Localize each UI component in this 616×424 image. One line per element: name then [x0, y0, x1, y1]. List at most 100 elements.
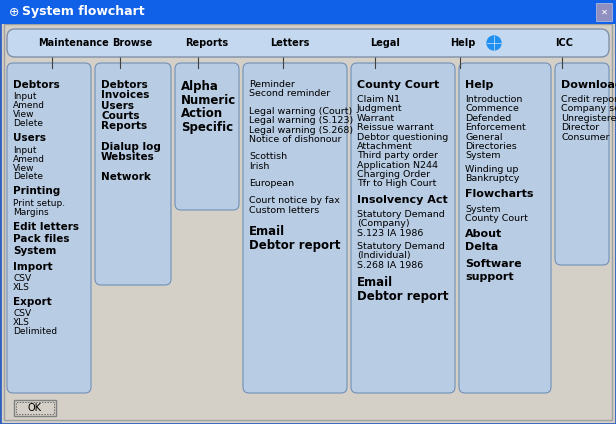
- Text: Scottish: Scottish: [249, 152, 287, 161]
- Text: Third party order: Third party order: [357, 151, 438, 160]
- Text: System flowchart: System flowchart: [22, 6, 145, 19]
- Text: Legal warning (S.123): Legal warning (S.123): [249, 116, 353, 125]
- Text: Legal: Legal: [370, 38, 400, 48]
- Text: Company search: Company search: [561, 104, 616, 114]
- Text: Email: Email: [249, 225, 285, 238]
- Text: Enforcement: Enforcement: [465, 123, 525, 132]
- Text: About: About: [465, 229, 502, 239]
- Text: (Individual): (Individual): [357, 251, 411, 260]
- Text: Commence: Commence: [465, 104, 519, 114]
- Text: Help: Help: [450, 38, 476, 48]
- Text: Second reminder: Second reminder: [249, 89, 330, 98]
- FancyBboxPatch shape: [351, 63, 455, 393]
- Text: (Company): (Company): [357, 219, 410, 228]
- Text: ICC: ICC: [555, 38, 573, 48]
- Text: Court notice by fax: Court notice by fax: [249, 196, 340, 206]
- Text: Credit report: Credit report: [561, 95, 616, 104]
- Text: Websites: Websites: [101, 152, 155, 162]
- Text: Unregistered: Unregistered: [561, 114, 616, 123]
- Text: Tfr to High Court: Tfr to High Court: [357, 179, 436, 189]
- Text: Flowcharts: Flowcharts: [465, 190, 533, 200]
- Text: Defended: Defended: [465, 114, 511, 123]
- Text: System: System: [13, 246, 57, 257]
- FancyBboxPatch shape: [7, 29, 609, 57]
- Text: S.268 IA 1986: S.268 IA 1986: [357, 261, 423, 270]
- Bar: [16, 402, 54, 414]
- Text: Winding up: Winding up: [465, 165, 519, 174]
- Text: Users: Users: [101, 101, 134, 111]
- Text: Amend: Amend: [13, 101, 45, 110]
- Text: Warrant: Warrant: [357, 114, 395, 123]
- Circle shape: [487, 36, 501, 50]
- Text: Courts: Courts: [101, 111, 139, 121]
- FancyBboxPatch shape: [243, 63, 347, 393]
- Text: General: General: [465, 133, 503, 142]
- Text: Delete: Delete: [13, 119, 43, 128]
- Text: Maintenance: Maintenance: [38, 38, 109, 48]
- Text: Reissue warrant: Reissue warrant: [357, 123, 434, 132]
- Text: Irish: Irish: [249, 162, 269, 171]
- Text: Import: Import: [13, 262, 52, 272]
- Text: Margins: Margins: [13, 208, 49, 217]
- Text: OK: OK: [28, 403, 42, 413]
- Text: System: System: [465, 204, 500, 214]
- Text: Amend: Amend: [13, 155, 45, 164]
- Text: support: support: [465, 273, 514, 282]
- Text: Bankruptcy: Bankruptcy: [465, 174, 519, 183]
- Text: Notice of dishonour: Notice of dishonour: [249, 135, 341, 144]
- Text: Legal warning (S.268): Legal warning (S.268): [249, 126, 353, 134]
- Text: Director: Director: [561, 123, 599, 132]
- Text: Help: Help: [465, 80, 493, 90]
- Text: Specific: Specific: [181, 121, 233, 134]
- Text: Reports: Reports: [185, 38, 228, 48]
- Text: Debtors: Debtors: [101, 80, 148, 90]
- Bar: [14, 400, 56, 416]
- Text: Reminder: Reminder: [249, 80, 295, 89]
- Text: System: System: [465, 151, 500, 160]
- Text: Software: Software: [465, 259, 522, 269]
- Text: Export: Export: [13, 297, 52, 307]
- Text: Printing: Printing: [13, 187, 60, 196]
- Text: Statutory Demand: Statutory Demand: [357, 242, 445, 251]
- FancyBboxPatch shape: [7, 63, 91, 393]
- Text: Dialup log: Dialup log: [101, 142, 161, 152]
- Text: Claim N1: Claim N1: [357, 95, 400, 104]
- Text: European: European: [249, 179, 294, 188]
- Bar: [596, 3, 612, 21]
- Text: Invoices: Invoices: [101, 90, 149, 100]
- Text: Delimited: Delimited: [13, 327, 57, 336]
- Text: Edit letters: Edit letters: [13, 222, 79, 232]
- Text: Introduction: Introduction: [465, 95, 522, 104]
- Text: XLS: XLS: [13, 283, 30, 292]
- Text: Attachment: Attachment: [357, 142, 413, 151]
- Text: Judgment: Judgment: [357, 104, 403, 114]
- Text: Alpha: Alpha: [181, 80, 219, 93]
- Text: Input: Input: [13, 145, 36, 155]
- Text: Application N244: Application N244: [357, 161, 438, 170]
- Text: XLS: XLS: [13, 318, 30, 327]
- Text: View: View: [13, 164, 34, 173]
- Bar: [0, 0, 616, 24]
- Text: Print setup.: Print setup.: [13, 199, 65, 208]
- Text: Download: Download: [561, 80, 616, 90]
- Text: Insolvency Act: Insolvency Act: [357, 195, 448, 205]
- Text: Directories: Directories: [465, 142, 517, 151]
- Text: Letters: Letters: [270, 38, 309, 48]
- Text: CSV: CSV: [13, 274, 31, 283]
- Text: County Court: County Court: [465, 214, 528, 223]
- Text: Browse: Browse: [112, 38, 152, 48]
- Text: Users: Users: [13, 133, 46, 143]
- Text: Pack files: Pack files: [13, 234, 70, 244]
- Text: Action: Action: [181, 107, 223, 120]
- Text: Charging Order: Charging Order: [357, 170, 430, 179]
- Text: Input: Input: [13, 92, 36, 101]
- Text: Debtor report: Debtor report: [357, 290, 448, 303]
- Text: Network: Network: [101, 173, 151, 182]
- Text: Debtors: Debtors: [13, 80, 60, 90]
- Text: ⊕: ⊕: [9, 6, 19, 19]
- Text: Email: Email: [357, 276, 393, 289]
- Text: Statutory Demand: Statutory Demand: [357, 210, 445, 219]
- Text: CSV: CSV: [13, 310, 31, 318]
- FancyBboxPatch shape: [555, 63, 609, 265]
- Text: Consumer: Consumer: [561, 133, 609, 142]
